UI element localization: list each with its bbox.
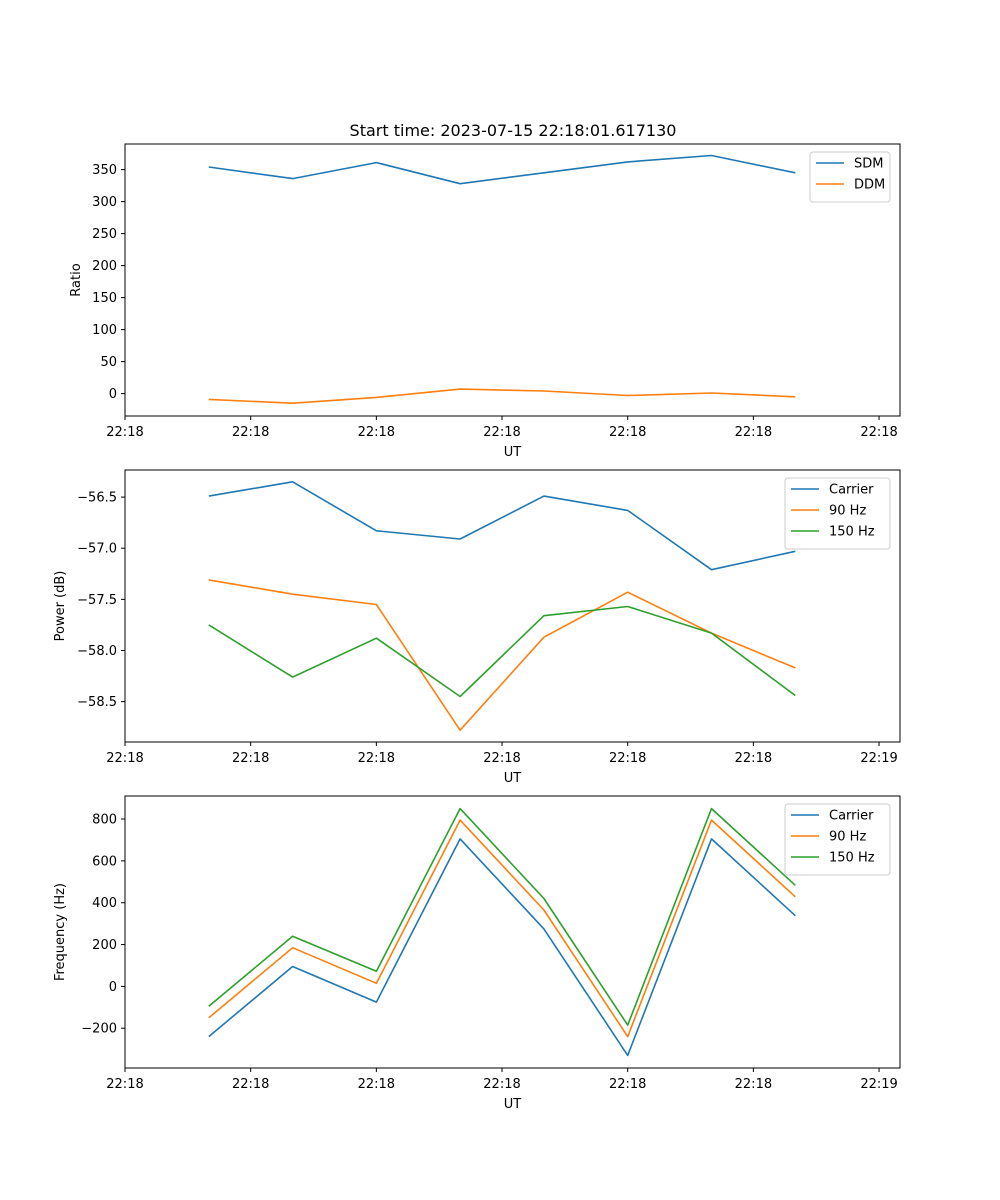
frequency-legend-label: 150 Hz <box>829 851 875 866</box>
ratio-legend-label: DDM <box>854 178 885 193</box>
frequency-y-tick-label: 600 <box>92 854 117 869</box>
power-series-90-hz-line <box>208 579 796 732</box>
frequency-y-tick-label: 200 <box>92 938 117 953</box>
power-x-tick-label: 22:19 <box>860 751 897 766</box>
ratio-legend-box <box>809 151 891 203</box>
frequency-x-tick-label: 22:18 <box>358 1077 395 1092</box>
ratio-y-tick-label: 100 <box>92 323 117 338</box>
frequency-legend-label: 90 Hz <box>829 830 866 845</box>
frequency-x-axis-label: UT <box>504 1097 522 1112</box>
power-legend-label: Carrier <box>829 483 874 498</box>
frequency-legend-label: Carrier <box>829 809 874 824</box>
ratio-axes-frame <box>124 143 901 417</box>
power-x-tick-label: 22:18 <box>735 751 772 766</box>
frequency-y-tick-label: 0 <box>109 980 117 995</box>
power-y-tick-label: −57.0 <box>77 542 117 557</box>
frequency-series-carrier-line <box>208 838 796 1057</box>
power-chart: 22:18 22:18 22:18 22:18 22:18 22:18 22:19 −56.5… <box>53 469 901 786</box>
ratio-x-tick-label: 22:18 <box>860 425 897 440</box>
power-legend: Carrier 90 Hz 150 Hz <box>784 477 891 550</box>
frequency-x-tick-label: 22:18 <box>483 1077 520 1092</box>
figure-title: Start time: 2023-07-15 22:18:01.617130 <box>350 121 677 140</box>
ratio-legend: SDM DDM <box>809 151 891 203</box>
frequency-y-tick-label: 800 <box>92 813 117 828</box>
power-x-tick-label: 22:18 <box>483 751 520 766</box>
ratio-y-tick-label: 250 <box>92 227 117 242</box>
power-x-tick-label: 22:18 <box>106 751 143 766</box>
ratio-y-tick-label: 150 <box>92 291 117 306</box>
power-axes-frame <box>124 469 901 743</box>
power-series-carrier-line <box>208 480 796 571</box>
frequency-legend: Carrier 90 Hz 150 Hz <box>784 803 891 876</box>
ratio-legend-label: SDM <box>854 157 883 172</box>
frequency-y-axis-label: Frequency (Hz) <box>53 883 68 981</box>
ratio-series-sdm-line <box>208 154 796 185</box>
power-y-axis-label: Power (dB) <box>53 571 68 642</box>
power-x-tick-label: 22:18 <box>232 751 269 766</box>
ratio-x-tick-label: 22:18 <box>232 425 269 440</box>
power-y-tick-label: −58.5 <box>77 695 117 710</box>
ratio-y-tick-label: 0 <box>109 387 117 402</box>
power-y-tick-label: −56.5 <box>77 491 117 506</box>
ratio-x-tick-label: 22:18 <box>106 425 143 440</box>
ratio-y-tick-label: 300 <box>92 195 117 210</box>
power-series-150-hz-line <box>208 605 796 698</box>
frequency-axes-frame <box>124 795 901 1069</box>
power-x-tick-label: 22:18 <box>609 751 646 766</box>
ratio-x-tick-label: 22:18 <box>735 425 772 440</box>
frequency-y-tick-label: −200 <box>81 1022 117 1037</box>
ratio-series-ddm-line <box>208 388 796 405</box>
frequency-y-tick-label: 400 <box>92 896 117 911</box>
ratio-y-tick-label: 50 <box>100 355 117 370</box>
ratio-y-tick-label: 200 <box>92 259 117 274</box>
power-legend-label: 150 Hz <box>829 525 875 540</box>
frequency-x-tick-label: 22:18 <box>232 1077 269 1092</box>
power-legend-label: 90 Hz <box>829 504 866 519</box>
frequency-x-tick-label: 22:19 <box>860 1077 897 1092</box>
ratio-x-tick-label: 22:18 <box>358 425 395 440</box>
frequency-x-tick-label: 22:18 <box>106 1077 143 1092</box>
ratio-x-axis-label: UT <box>504 445 522 460</box>
power-x-axis-label: UT <box>504 771 522 786</box>
power-x-tick-label: 22:18 <box>358 751 395 766</box>
frequency-chart: 22:18 22:18 22:18 22:18 22:18 22:18 22:19 −200 0… <box>53 795 901 1112</box>
ratio-y-tick-label: 350 <box>92 163 117 178</box>
frequency-x-tick-label: 22:18 <box>609 1077 646 1092</box>
frequency-series-150-hz-line <box>208 807 796 1026</box>
ratio-chart: 22:18 22:18 22:18 22:18 22:18 22:18 22:18 0 50 10… <box>69 143 901 460</box>
frequency-x-tick-label: 22:18 <box>735 1077 772 1092</box>
ratio-x-tick-label: 22:18 <box>483 425 520 440</box>
power-y-tick-label: −57.5 <box>77 593 117 608</box>
frequency-series-90-hz-line <box>208 819 796 1038</box>
ratio-x-tick-label: 22:18 <box>609 425 646 440</box>
power-y-tick-label: −58.0 <box>77 644 117 659</box>
ratio-y-axis-label: Ratio <box>69 263 84 296</box>
